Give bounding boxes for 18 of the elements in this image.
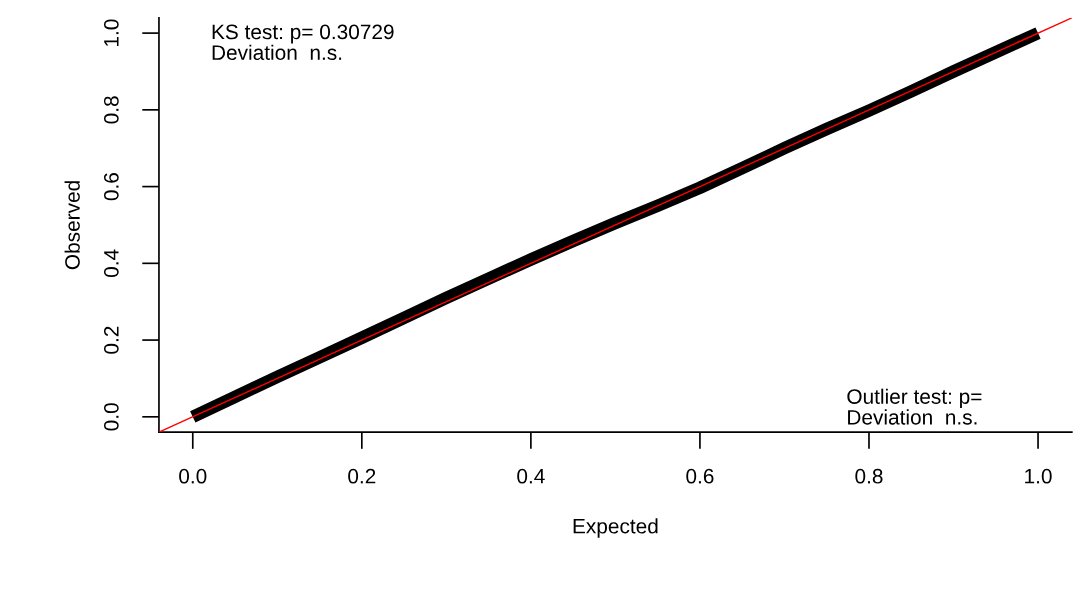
y-tick-label: 1.0 (103, 19, 119, 46)
y-axis-title: Observed (64, 181, 80, 270)
x-tick-label: 0.0 (179, 468, 207, 484)
x-tick-label: 0.4 (517, 468, 545, 484)
x-axis-title: Expected (573, 518, 658, 538)
annotation: Deviation n.s. (848, 409, 977, 425)
x-tick-label: 0.8 (855, 468, 883, 484)
x-tick-label: 0.6 (686, 468, 714, 484)
y-tick-label: 0.4 (103, 249, 119, 277)
y-tick-label: 0.2 (103, 326, 119, 354)
x-tick-label: 0.2 (348, 468, 376, 484)
annotation: Outlier test: p= (847, 388, 982, 409)
y-tick-label: 0.0 (103, 403, 119, 431)
annotation: KS test: p= 0.30729 (212, 24, 394, 44)
y-tick-label: 0.6 (103, 173, 119, 201)
y-tick-label: 0.8 (103, 96, 119, 124)
annotation: Deviation n.s. (212, 44, 342, 60)
x-tick-label: 1.0 (1025, 468, 1052, 484)
